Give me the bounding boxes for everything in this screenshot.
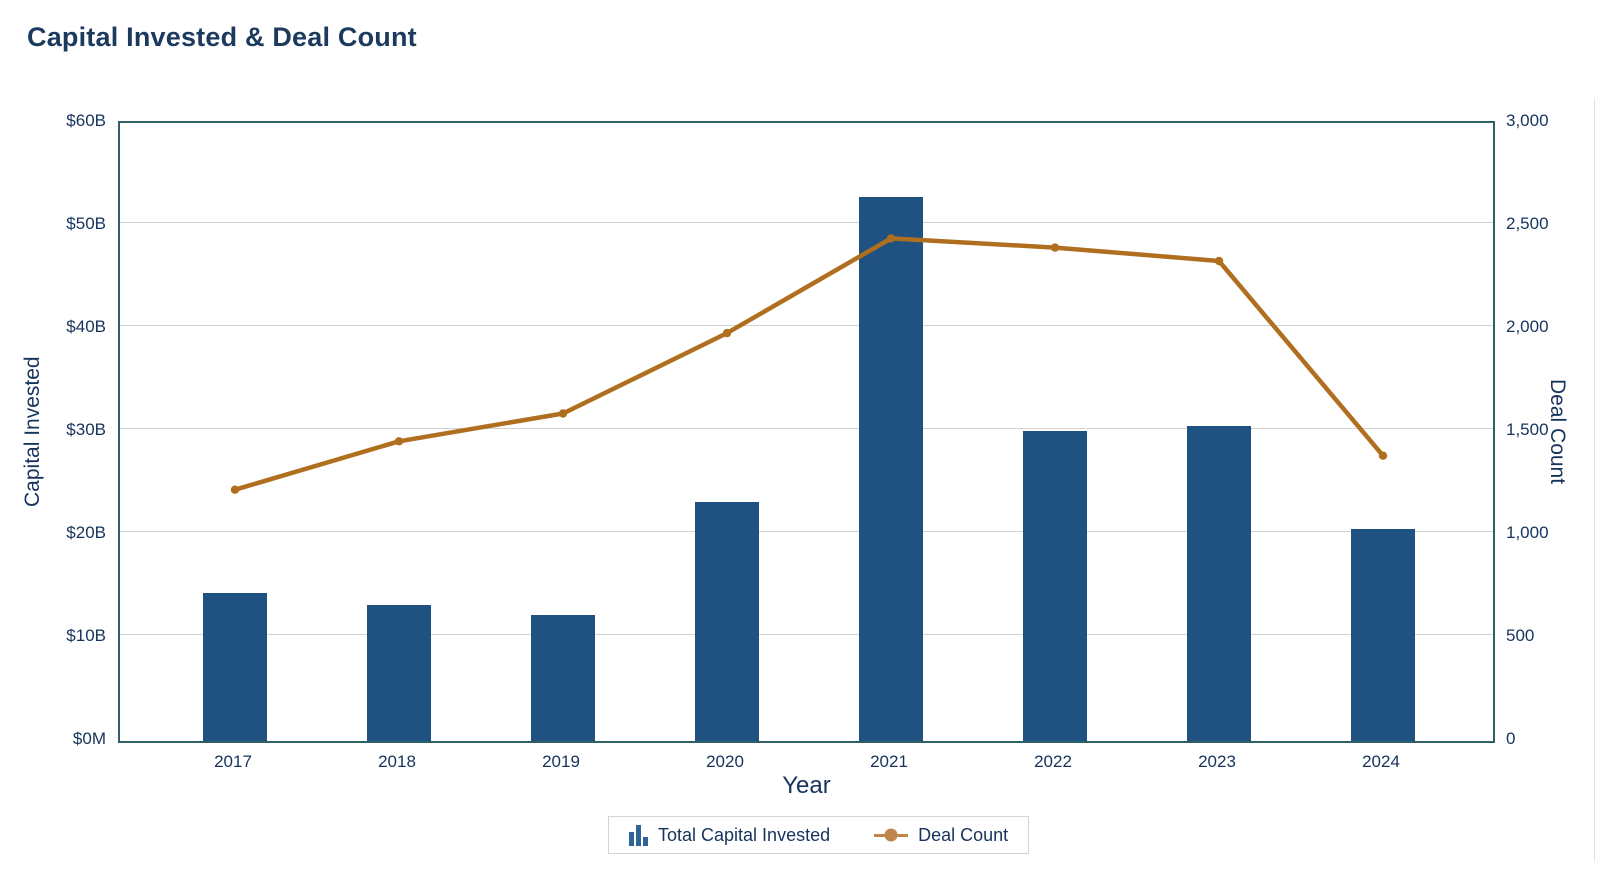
y-axis-right-tick-4: 2,000 — [1506, 317, 1549, 336]
gridline — [120, 428, 1493, 429]
bar-2020[interactable] — [695, 502, 759, 741]
y-axis-left-tick-4: $40B — [66, 317, 106, 336]
x-axis-tick-2021: 2021 — [870, 752, 908, 771]
legend-label-total-capital-invested: Total Capital Invested — [658, 824, 831, 845]
bar-2017[interactable] — [203, 593, 267, 741]
deal-count-point-2022[interactable] — [1050, 243, 1060, 252]
legend-item-deal-count[interactable]: Deal Count — [874, 825, 1008, 846]
line-marker-icon — [874, 828, 909, 842]
legend: Total Capital Invested Deal Count — [608, 816, 1030, 854]
y-axis-right-tick-0: 0 — [1506, 729, 1516, 748]
x-axis-tick-2017: 2017 — [214, 752, 252, 771]
bar-chart-icon — [629, 824, 648, 846]
x-axis-tick-2018: 2018 — [378, 752, 416, 771]
chart-title: Capital Invested & Deal Count — [27, 22, 417, 52]
y-axis-right-tick-3: 1,500 — [1506, 420, 1549, 439]
deal-count-point-2024[interactable] — [1378, 451, 1388, 460]
gridline — [120, 531, 1493, 532]
y-axis-left-tick-2: $20B — [66, 523, 106, 542]
y-axis-left-tick-3: $30B — [66, 420, 106, 439]
y-axis-right-title: Deal Count — [1546, 379, 1569, 485]
gridline — [120, 222, 1493, 223]
x-axis-tick-2024: 2024 — [1362, 752, 1400, 771]
bar-2022[interactable] — [1023, 431, 1087, 741]
x-axis-tick-2020: 2020 — [706, 752, 744, 771]
y-axis-right-tick-2: 1,000 — [1506, 523, 1549, 542]
y-axis-left-tick-6: $60B — [66, 111, 106, 130]
bar-2021[interactable] — [859, 197, 923, 741]
y-axis-left-tick-1: $10B — [66, 626, 106, 645]
x-axis-tick-2019: 2019 — [542, 752, 580, 771]
y-axis-left-tick-0: $0M — [72, 729, 106, 748]
deal-count-point-2017[interactable] — [230, 485, 240, 494]
y-axis-right-tick-5: 2,500 — [1506, 214, 1549, 233]
y-axis-right-tick-6: 3,000 — [1506, 111, 1549, 130]
bar-2018[interactable] — [367, 605, 431, 741]
deal-count-point-2020[interactable] — [722, 328, 732, 338]
plot-area — [118, 121, 1495, 743]
x-axis-tick-2022: 2022 — [1034, 752, 1072, 771]
line-series — [230, 234, 1388, 494]
deal-count-point-2021[interactable] — [886, 234, 896, 243]
legend-label-deal-count: Deal Count — [918, 824, 1009, 845]
deal-count-line — [232, 236, 1386, 492]
legend-item-total-capital-invested[interactable]: Total Capital Invested — [629, 824, 831, 846]
bar-2019[interactable] — [531, 615, 595, 741]
x-axis-tick-2023: 2023 — [1198, 752, 1236, 771]
bar-2024[interactable] — [1351, 529, 1415, 741]
panel-divider — [1594, 98, 1595, 862]
gridline — [120, 325, 1493, 326]
deal-count-point-2023[interactable] — [1214, 256, 1224, 266]
y-axis-left-tick-5: $50B — [66, 214, 106, 233]
bar-2023[interactable] — [1187, 426, 1251, 741]
gridline — [120, 634, 1493, 635]
deal-count-point-2018[interactable] — [394, 437, 404, 446]
y-axis-right-tick-1: 500 — [1506, 626, 1535, 645]
deal-count-point-2019[interactable] — [558, 409, 568, 418]
x-axis-title: Year — [782, 772, 831, 799]
